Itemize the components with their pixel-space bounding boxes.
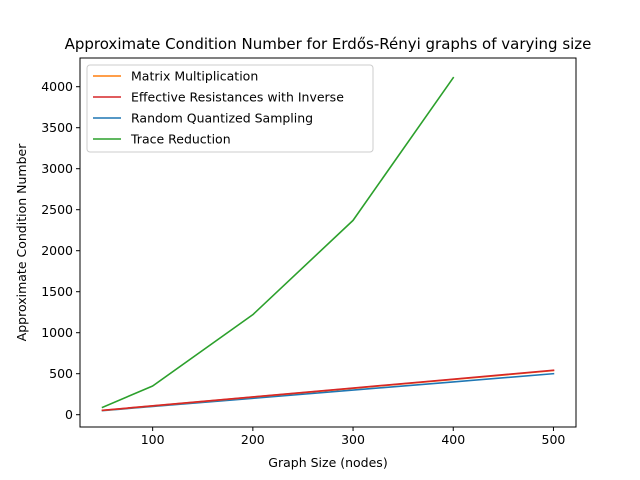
y-tick-label: 4000 <box>41 79 73 94</box>
legend-label: Random Quantized Sampling <box>131 111 313 126</box>
y-tick-label: 500 <box>49 366 73 381</box>
legend-label: Trace Reduction <box>130 132 231 147</box>
x-tick-label: 200 <box>241 432 265 447</box>
x-axis: 100 200 300 400 500 <box>141 427 566 447</box>
legend-label: Effective Resistances with Inverse <box>131 90 344 105</box>
y-tick-label: 2000 <box>41 243 73 258</box>
x-tick-label: 400 <box>441 432 465 447</box>
y-axis: 0 500 1000 1500 2000 2500 3000 3500 4000 <box>41 79 80 422</box>
y-tick-label: 3000 <box>41 161 73 176</box>
plot-lines <box>101 76 555 412</box>
legend: Matrix Multiplication Effective Resistanc… <box>86 64 374 153</box>
legend-box <box>86 64 374 153</box>
x-axis-title: Graph Size (nodes) <box>268 455 387 470</box>
y-axis-title: Approximate Condition Number <box>14 143 29 342</box>
chart-title: Approximate Condition Number for Erdős-R… <box>65 35 592 53</box>
x-tick-label: 300 <box>341 432 365 447</box>
y-tick-label: 3500 <box>41 120 73 135</box>
series-line-1 <box>101 369 555 412</box>
y-tick-label: 2500 <box>41 202 73 217</box>
y-tick-label: 1500 <box>41 284 73 299</box>
plot-frame <box>79 57 577 428</box>
x-tick-label: 100 <box>141 432 165 447</box>
y-tick-label: 1000 <box>41 325 73 340</box>
x-tick-label: 500 <box>542 432 566 447</box>
series-line-3 <box>101 76 455 409</box>
y-tick-label: 0 <box>65 407 73 422</box>
legend-label: Matrix Multiplication <box>131 69 258 84</box>
